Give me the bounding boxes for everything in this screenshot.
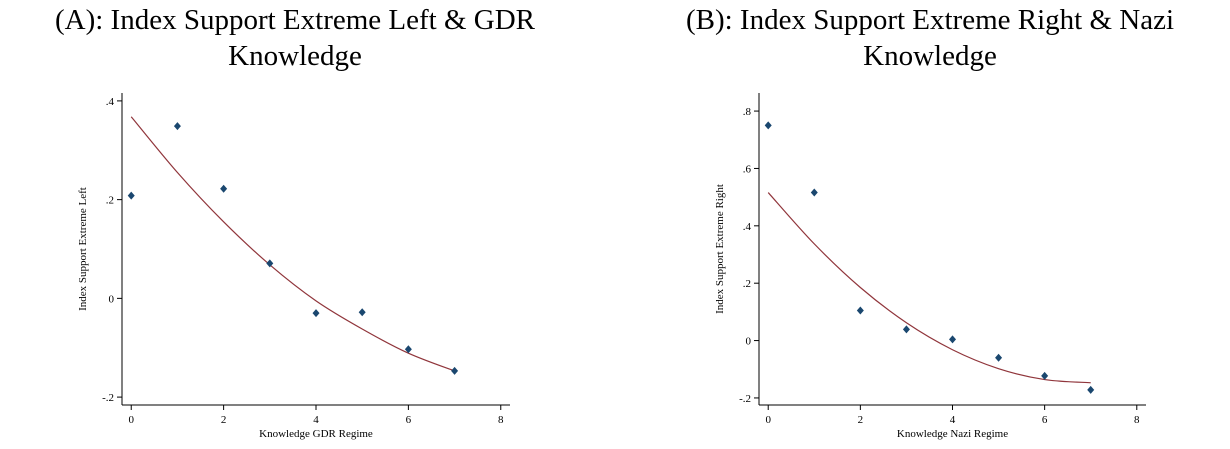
point	[451, 366, 459, 375]
x-tick-label: 6	[406, 414, 412, 426]
y-tick-label: .4	[743, 221, 752, 233]
y-tick-label: .6	[743, 163, 752, 175]
y-tick-label: -.2	[739, 393, 751, 405]
point	[764, 121, 772, 130]
x-tick-label: 6	[1042, 414, 1048, 426]
point	[358, 308, 366, 317]
y-tick-label: 0	[109, 293, 115, 305]
point	[312, 309, 320, 318]
point	[266, 259, 274, 268]
y-tick-label: 0	[746, 336, 752, 348]
x-tick-label: 8	[498, 414, 504, 426]
point	[856, 306, 864, 315]
point	[902, 325, 910, 334]
x-axis-label: Knowledge GDR Regime	[259, 428, 373, 440]
point	[995, 353, 1003, 362]
y-tick-label: .2	[106, 195, 114, 207]
y-tick-label: .4	[106, 96, 115, 108]
x-tick-label: 2	[858, 414, 864, 426]
x-tick-label: 4	[950, 414, 956, 426]
x-axis-label: Knowledge Nazi Regime	[897, 428, 1008, 440]
x-tick-label: 2	[221, 414, 227, 426]
x-tick-label: 0	[128, 414, 134, 426]
y-tick-label: -.2	[102, 392, 114, 404]
point	[1087, 385, 1095, 394]
x-tick-label: 4	[313, 414, 319, 426]
point	[810, 188, 818, 197]
point	[127, 191, 135, 200]
x-tick-label: 0	[765, 414, 771, 426]
y-tick-label: .2	[743, 278, 751, 290]
point	[404, 345, 412, 354]
fit-line	[130, 116, 455, 372]
fit-line	[767, 192, 1091, 384]
y-axis-label: Index Support Extreme Left	[77, 187, 89, 311]
point	[1041, 371, 1049, 380]
y-tick-label: .8	[743, 106, 752, 118]
point	[173, 122, 181, 131]
x-tick-label: 8	[1134, 414, 1140, 426]
chart-title: (B): Index Support Extreme Right & Nazi …	[685, 4, 1175, 72]
point	[220, 184, 228, 193]
chart-title: (A): Index Support Extreme Left & GDR Kn…	[54, 4, 535, 72]
point	[949, 335, 956, 344]
y-axis-label: Index Support Extreme Right	[714, 184, 726, 314]
